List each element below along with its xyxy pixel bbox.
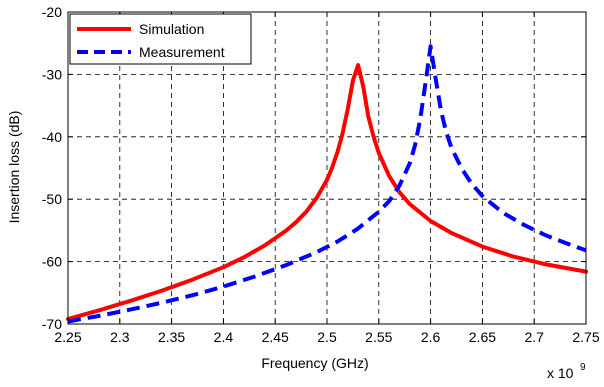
- y-axis-label: Insertion loss (dB): [6, 111, 22, 224]
- x-axis-multiplier-exponent: 9: [580, 362, 586, 373]
- legend: Simulation Measurement: [70, 14, 251, 64]
- x-tick-label: 2.45: [262, 329, 289, 345]
- y-tick-label: -70: [42, 316, 62, 332]
- legend-label-measurement: Measurement: [139, 44, 225, 60]
- x-tick-label: 2.3: [110, 329, 130, 345]
- y-tick-label: -50: [42, 191, 62, 207]
- x-tick-label: 2.55: [365, 329, 392, 345]
- x-axis-label: Frequency (GHz): [261, 355, 368, 371]
- x-axis-multiplier-label: x 10: [547, 365, 574, 381]
- x-tick-label: 2.35: [158, 329, 185, 345]
- x-tick-label: 2.75: [572, 329, 599, 345]
- x-tick-label: 2.65: [469, 329, 496, 345]
- y-tick-label: -20: [42, 4, 62, 20]
- y-tick-label: -60: [42, 254, 62, 270]
- x-tick-label: 2.7: [524, 329, 544, 345]
- legend-label-simulation: Simulation: [139, 21, 204, 37]
- x-tick-label: 2.6: [421, 329, 441, 345]
- y-tick-label: -40: [42, 129, 62, 145]
- x-tick-label: 2.5: [317, 329, 337, 345]
- y-tick-label: -30: [42, 66, 62, 82]
- x-tick-label: 2.4: [214, 329, 234, 345]
